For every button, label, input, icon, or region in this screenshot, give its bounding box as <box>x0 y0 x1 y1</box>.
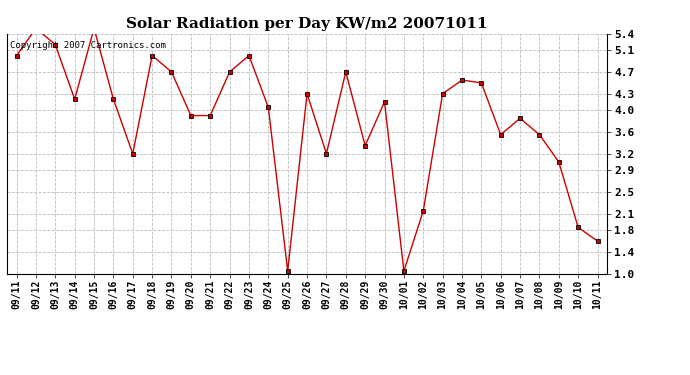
Text: Copyright 2007 Cartronics.com: Copyright 2007 Cartronics.com <box>10 41 166 50</box>
Title: Solar Radiation per Day KW/m2 20071011: Solar Radiation per Day KW/m2 20071011 <box>126 17 488 31</box>
